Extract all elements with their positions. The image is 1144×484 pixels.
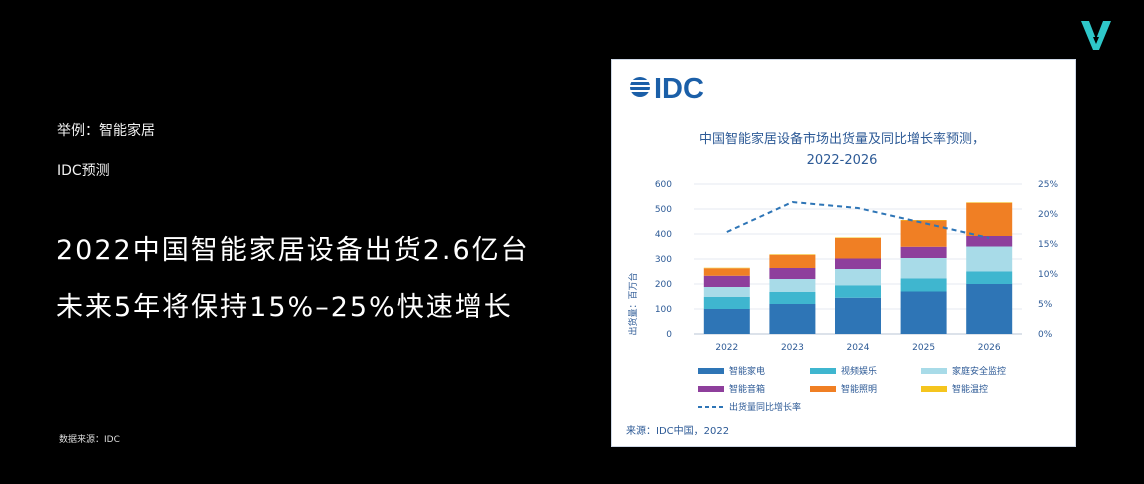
legend-swatch [810, 368, 836, 374]
stacked-bars [703, 202, 1013, 334]
x-tick-label: 2022 [715, 343, 738, 353]
legend-label: 视频娱乐 [841, 365, 877, 377]
chart-svg: IDC 中国智能家居设备市场出货量及同比增长率预测， 2022-2026 出货量… [626, 73, 1058, 437]
x-axis-ticks: 2022 2023 2024 2025 2026 [715, 343, 1001, 353]
y-tick-label: 500 [655, 205, 672, 215]
growth-line [726, 200, 990, 239]
x-tick-label: 2025 [912, 343, 935, 353]
bar-segment [835, 297, 881, 334]
bar-segment [703, 287, 750, 297]
y2-tick-label: 20% [1038, 210, 1058, 220]
idc-globe-icon [629, 77, 651, 97]
y-tick-label: 600 [655, 180, 672, 190]
bar-segment [966, 246, 1013, 272]
bar-segment [966, 202, 1013, 236]
subtitle-example: 举例：智能家居 [57, 123, 155, 139]
bar-segment [835, 285, 881, 298]
bar-segment [966, 284, 1013, 334]
y-tick-label: 0 [666, 330, 672, 340]
bar-segment [769, 254, 816, 268]
y-tick-label: 300 [655, 255, 672, 265]
x-tick-label: 2026 [978, 343, 1001, 353]
chart-card: IDC 中国智能家居设备市场出货量及同比增长率预测， 2022-2026 出货量… [611, 59, 1076, 447]
bar-segment [769, 292, 816, 304]
legend-swatch [921, 368, 947, 374]
y-tick-label: 200 [655, 280, 672, 290]
legend-swatch [698, 386, 724, 392]
legend-label: 智能家电 [729, 365, 765, 377]
y2-tick-label: 15% [1038, 240, 1058, 250]
headline-growth: 未来5年将保持15%–25%快速增长 [56, 292, 513, 323]
legend-swatch [810, 386, 836, 392]
subtitle-idc-forecast: IDC预测 [57, 163, 110, 179]
y2-tick-label: 25% [1038, 180, 1058, 190]
bar-segment [703, 267, 750, 269]
bar-segment [703, 309, 750, 334]
legend-swatch [921, 386, 947, 392]
bar-segment [900, 220, 947, 221]
y-tick-label: 400 [655, 230, 672, 240]
y-axis-ticks: 0 100 200 300 400 500 600 [655, 180, 672, 340]
bar-segment [966, 202, 1013, 203]
bar-segment [703, 275, 750, 287]
y2-tick-label: 10% [1038, 270, 1058, 280]
y2-tick-label: 5% [1038, 300, 1053, 310]
growth-line-path [726, 200, 990, 239]
bar-segment [900, 220, 947, 247]
bar-segment [835, 237, 881, 238]
bar-segment [769, 279, 816, 292]
x-tick-label: 2023 [781, 343, 804, 353]
bar-segment [769, 268, 816, 279]
bar-segment [900, 291, 947, 334]
bar-segment [703, 297, 750, 309]
legend-label: 家庭安全监控 [952, 365, 1006, 377]
bar-segment [703, 268, 750, 276]
legend-label-line: 出货量同比增长率 [729, 401, 801, 413]
legend-label: 智能音箱 [729, 383, 765, 395]
data-source-note: 数据来源：IDC [59, 435, 120, 445]
chart-title-line1: 中国智能家居设备市场出货量及同比增长率预测， [699, 131, 985, 147]
chart-source: 来源：IDC中国，2022 [626, 424, 729, 437]
legend-label: 智能温控 [952, 383, 988, 395]
bar-segment [900, 246, 947, 258]
bar-segment [835, 269, 881, 286]
bar-segment [966, 236, 1013, 247]
bar-segment [769, 304, 816, 334]
idc-brand-text: IDC [654, 73, 704, 105]
y-axis-label: 出货量：百万台 [627, 272, 639, 335]
bar-segment [900, 258, 947, 279]
brand-logo-icon [1081, 21, 1111, 50]
chart-title-line2: 2022-2026 [807, 153, 878, 168]
bar-segment [966, 271, 1013, 284]
y-tick-label: 100 [655, 305, 672, 315]
legend-swatch [698, 368, 724, 374]
y2-tick-label: 0% [1038, 330, 1053, 340]
bar-segment [835, 238, 881, 259]
legend-label: 智能照明 [841, 383, 877, 395]
y2-axis-ticks: 0% 5% 10% 15% 20% 25% [1038, 180, 1058, 340]
headline-shipments: 2022中国智能家居设备出货2.6亿台 [56, 235, 530, 266]
x-tick-label: 2024 [847, 343, 870, 353]
bar-segment [900, 278, 947, 292]
bar-segment [769, 254, 816, 255]
bar-segment [835, 258, 881, 269]
